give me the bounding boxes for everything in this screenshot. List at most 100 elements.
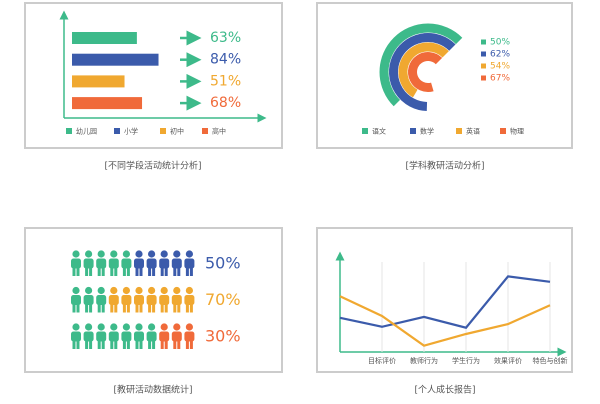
person-leg: [164, 303, 168, 313]
person-leg: [72, 267, 76, 276]
legend-swatch: [500, 128, 506, 134]
legend-swatch: [362, 128, 368, 134]
icon-group: [134, 250, 195, 276]
person-leg: [89, 340, 93, 349]
person-head: [185, 286, 193, 295]
person-leg: [189, 267, 193, 276]
person-leg: [122, 340, 126, 349]
caption: [学科教研活动分析]: [405, 160, 484, 172]
person-head: [97, 323, 105, 331]
legend-label: 初中: [170, 127, 184, 136]
person-head: [185, 250, 193, 258]
person-body: [184, 258, 195, 269]
person-leg: [110, 303, 114, 313]
panel: [316, 2, 573, 149]
legend-label: 物理: [510, 127, 524, 136]
legend-swatch: [481, 39, 486, 45]
person-leg: [148, 340, 152, 349]
person-leg: [114, 340, 118, 349]
person-head: [148, 323, 156, 331]
person-leg: [139, 303, 143, 313]
person-leg: [189, 340, 193, 349]
person-leg: [164, 267, 168, 276]
person-leg: [148, 303, 152, 313]
value-label: 84%: [210, 52, 241, 68]
value-label: 63%: [210, 30, 241, 46]
x-tick-label: 效果评价: [494, 356, 522, 365]
person-head: [173, 323, 181, 331]
person-head: [97, 286, 105, 295]
person-head: [148, 250, 156, 258]
person-leg: [135, 267, 139, 276]
icon-group: [108, 286, 195, 313]
person-body: [159, 331, 170, 342]
person-body: [171, 295, 182, 305]
line: [339, 295, 551, 347]
person-leg: [152, 340, 156, 349]
person-leg: [85, 303, 89, 313]
person-leg: [135, 340, 139, 349]
person-body: [171, 331, 182, 342]
person-body: [121, 331, 132, 342]
legend-label: 高中: [212, 127, 226, 136]
person-leg: [122, 267, 126, 276]
person-head: [110, 250, 118, 258]
value-label: 51%: [210, 73, 241, 89]
person-body: [159, 295, 170, 305]
person-head: [173, 286, 181, 295]
person-leg: [89, 267, 93, 276]
person-leg: [185, 267, 189, 276]
person-leg: [101, 267, 105, 276]
person-head: [85, 250, 93, 258]
x-tick-label: 特色与创新: [533, 356, 568, 365]
person-body: [71, 258, 81, 269]
person-leg: [177, 340, 181, 349]
legend-swatch: [66, 128, 72, 134]
person-leg: [177, 267, 181, 276]
legend-label: 小学: [124, 127, 138, 136]
person-leg: [85, 340, 89, 349]
legend-swatch: [160, 128, 166, 134]
caption: [不同学段活动统计分析]: [104, 160, 201, 172]
person-head: [122, 323, 130, 331]
legend-swatch: [456, 128, 462, 134]
person-head: [72, 286, 80, 295]
person-head: [160, 250, 168, 258]
person-body: [121, 258, 132, 269]
legend-label: 数学: [420, 127, 434, 136]
person-body: [108, 295, 119, 305]
legend-swatch: [481, 75, 486, 81]
person-leg: [101, 303, 105, 313]
legend-swatch: [481, 51, 486, 57]
person-head: [185, 323, 193, 331]
icon-group: [159, 323, 195, 349]
person-leg: [72, 340, 76, 349]
person-leg: [97, 340, 101, 349]
value-label: 62%: [490, 50, 510, 60]
bar: [72, 32, 137, 44]
person-body: [146, 295, 157, 305]
person-leg: [152, 267, 156, 276]
value-label: 70%: [205, 290, 241, 309]
person-body: [121, 295, 132, 305]
value-label: 67%: [490, 74, 510, 84]
line: [339, 275, 551, 329]
person-leg: [114, 303, 118, 313]
legend-swatch: [202, 128, 208, 134]
legend-swatch: [481, 63, 486, 69]
person-leg: [173, 267, 177, 276]
person-head: [110, 323, 118, 331]
arc-bar: [398, 42, 449, 98]
person-body: [134, 295, 144, 305]
person-body: [146, 258, 157, 269]
person-body: [83, 331, 94, 342]
x-tick-label: 学生行为: [452, 356, 480, 365]
person-leg: [76, 340, 80, 349]
person-leg: [160, 267, 164, 276]
value-label: 50%: [205, 254, 241, 273]
value-label: 54%: [490, 62, 510, 72]
legend-label: 英语: [466, 127, 480, 136]
person-leg: [97, 267, 101, 276]
bar: [72, 53, 159, 66]
person-head: [122, 250, 130, 258]
